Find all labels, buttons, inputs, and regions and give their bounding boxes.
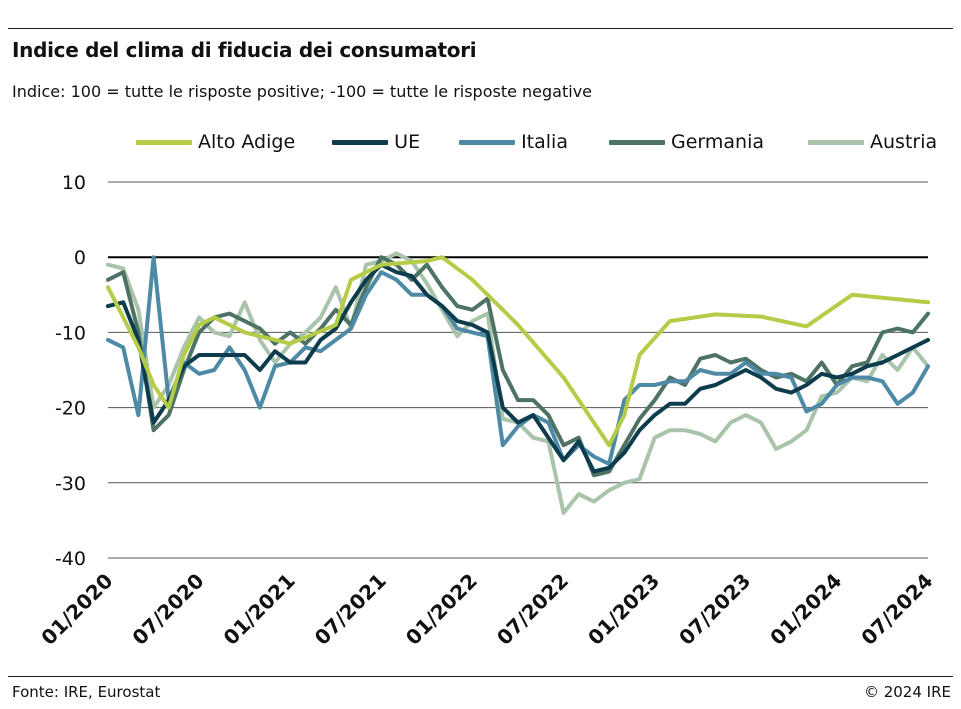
series-line-ue	[106, 262, 930, 474]
legend-swatch	[608, 139, 665, 145]
series-line-italia	[106, 255, 930, 466]
y-tick-label: -40	[55, 548, 86, 570]
legend-item-italia: Italia	[459, 131, 568, 153]
legend-swatch	[136, 139, 192, 145]
x-tick-label: 01/2024	[765, 569, 846, 650]
chart-subtitle: Indice: 100 = tutte le risposte positive…	[12, 82, 593, 101]
x-tick-label: 07/2020	[127, 569, 208, 650]
copyright-note: © 2024 IRE	[863, 683, 951, 701]
legend-label: Italia	[521, 131, 568, 153]
y-tick-label: -20	[55, 398, 86, 420]
series-line-alto-adige	[106, 255, 930, 448]
legend-label: Alto Adige	[198, 131, 296, 153]
legend: Alto Adige UE Italia Germania Austria	[136, 131, 937, 153]
series-line-austria	[106, 251, 930, 515]
legend-label: UE	[394, 131, 421, 153]
x-tick-label: 01/2023	[583, 569, 664, 650]
y-tick-label: 10	[62, 172, 86, 194]
x-tick-label: 01/2022	[401, 569, 482, 650]
legend-swatch	[459, 139, 516, 145]
legend-swatch	[808, 139, 864, 145]
legend-label: Austria	[870, 131, 938, 153]
series-line-germania	[106, 255, 930, 478]
legend-label: Germania	[670, 131, 764, 153]
chart-title: Indice del clima di fiducia dei consumat…	[12, 38, 477, 62]
y-tick-label: -30	[55, 473, 86, 495]
y-tick-label: -10	[55, 322, 86, 344]
legend-item-germania: Germania	[608, 131, 764, 153]
x-tick-label: 07/2024	[856, 569, 937, 650]
x-tick-label: 07/2023	[674, 569, 755, 650]
legend-item-ue: UE	[332, 131, 420, 153]
legend-item-austria: Austria	[808, 131, 937, 153]
legend-item-alto-adige: Alto Adige	[136, 131, 295, 153]
x-tick-label: 07/2021	[310, 569, 391, 650]
bottom-rule	[8, 676, 953, 677]
x-tick-label: 01/2021	[219, 569, 300, 650]
x-tick-label: 07/2022	[492, 569, 573, 650]
legend-swatch	[332, 139, 389, 145]
y-tick-label: 0	[74, 247, 86, 269]
x-tick-label: 01/2020	[36, 569, 117, 650]
top-rule	[8, 28, 953, 29]
source-note: Fonte: IRE, Eurostat	[12, 683, 161, 701]
